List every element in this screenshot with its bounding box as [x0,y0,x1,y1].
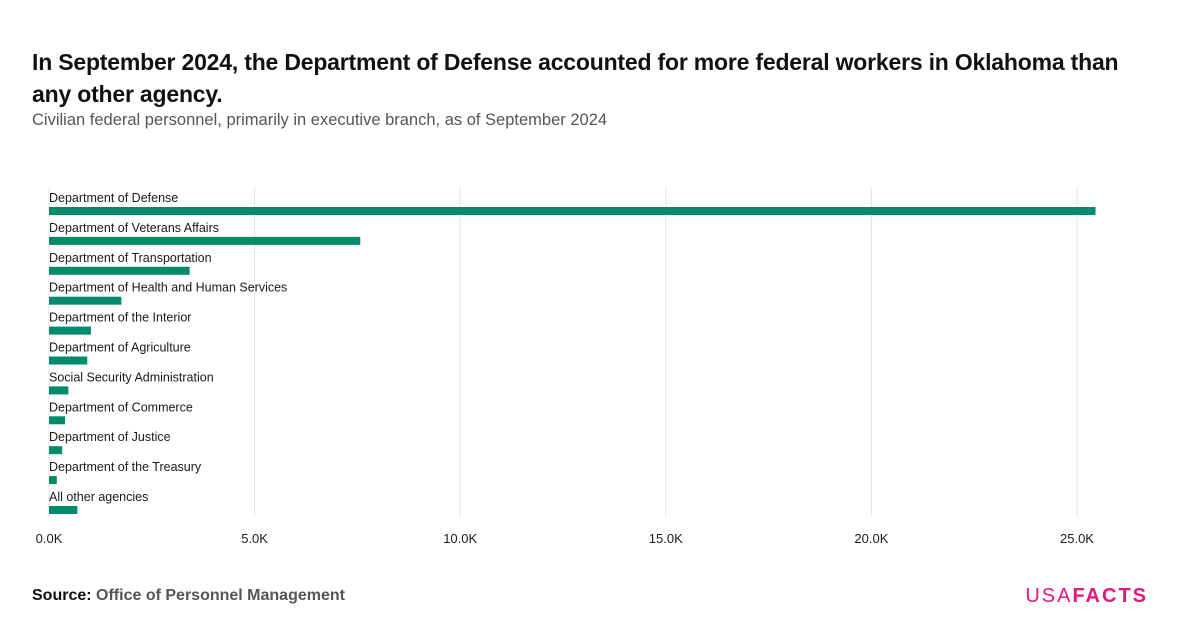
bar [49,296,122,305]
category-label: Department of Transportation [49,251,212,265]
bar [49,476,57,485]
category-label: Department of Veterans Affairs [49,221,219,235]
category-label: Department of the Interior [49,311,191,325]
bar [49,386,69,395]
x-tick-label: 20.0K [854,531,888,546]
category-label: Department of Defense [49,191,178,205]
source-label: Source: [32,587,92,604]
logo-text-facts: FACTS [1072,585,1148,607]
x-tick-label: 10.0K [443,531,477,546]
category-label: Department of Agriculture [49,341,191,355]
bar [49,356,88,365]
category-label: All other agencies [49,490,148,504]
bar [49,446,63,455]
source-line: Source: Office of Personnel Management [32,587,345,605]
x-axis-ticks: 0.0K 5.0K 10.0K 15.0K 20.0K 25.0K [36,531,1095,546]
bar [49,266,190,275]
x-tick-label: 5.0K [241,531,268,546]
usafacts-logo: USAFACTS [1025,585,1148,608]
category-label: Department of the Treasury [49,460,202,474]
category-label: Department of Health and Human Services [49,281,287,295]
source-value: Office of Personnel Management [96,587,345,604]
logo-text-usa: USA [1025,585,1073,607]
bars [49,207,1096,514]
category-label: Department of Justice [49,430,171,444]
bar [49,506,78,514]
category-labels: Department of Defense Department of Veter… [49,191,287,504]
bar [49,416,66,425]
bar [49,207,1096,215]
category-label: Department of Commerce [49,400,193,414]
gridlines [48,187,1078,516]
bar [49,326,91,335]
category-label: Social Security Administration [49,370,214,384]
x-tick-label: 0.0K [36,531,63,546]
bar [49,236,361,245]
chart-subtitle: Civilian federal personnel, primarily in… [32,111,608,129]
chart-title: In September 2024, the Department of Def… [32,49,1119,107]
x-tick-label: 25.0K [1060,531,1094,546]
x-tick-label: 15.0K [649,531,683,546]
